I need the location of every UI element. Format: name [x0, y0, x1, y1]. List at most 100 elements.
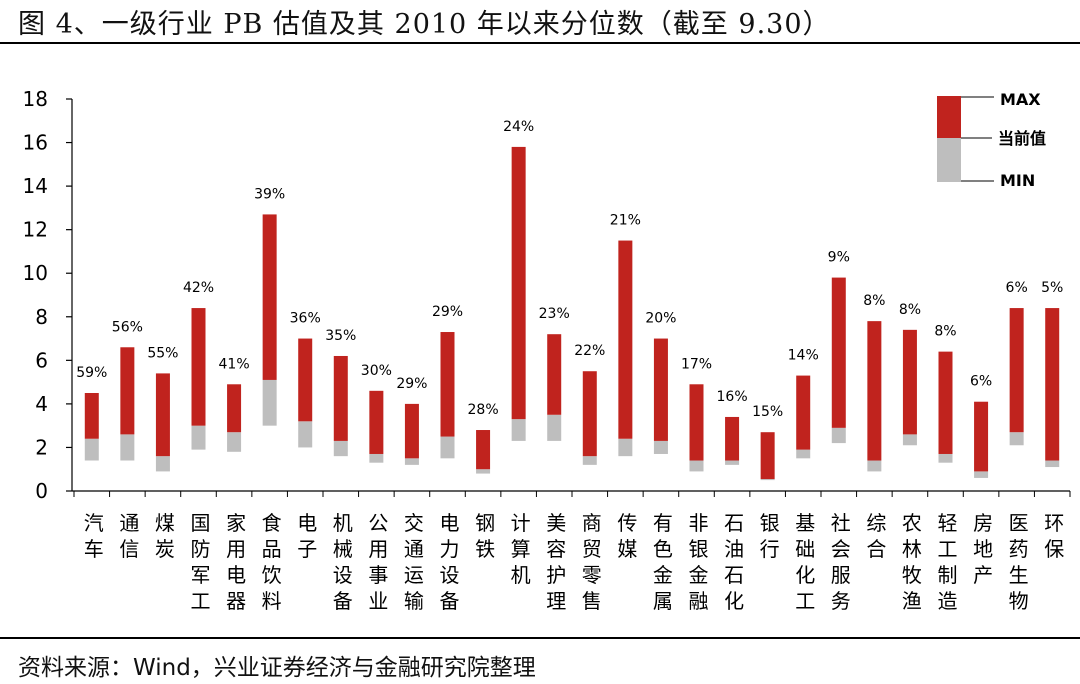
bar-above-current-6: [262, 214, 277, 380]
bar-above-current-18: [689, 384, 704, 461]
percentile-label-6: 39%: [254, 186, 285, 202]
bar-below-current-24: [902, 434, 917, 446]
percentile-label-3: 55%: [147, 345, 178, 361]
category-label-12: 钢铁: [475, 511, 495, 561]
bar-above-current-1: [84, 393, 99, 439]
percentile-label-21: 14%: [788, 348, 819, 364]
percentile-label-19: 16%: [717, 389, 748, 405]
percentile-label-22: 9%: [828, 250, 850, 266]
y-tick-label: 16: [23, 131, 48, 155]
y-tick-label: 14: [23, 174, 48, 198]
category-label-19: 石油石化: [724, 511, 744, 613]
percentile-label-12: 28%: [468, 402, 499, 418]
category-label-1: 汽车: [84, 511, 104, 561]
percentile-label-17: 20%: [645, 311, 676, 327]
y-tick-label: 4: [35, 392, 48, 416]
bar-above-current-12: [476, 430, 491, 470]
percentile-label-14: 23%: [539, 306, 570, 322]
bar-below-current-9: [369, 453, 384, 463]
percentile-label-5: 41%: [219, 356, 250, 372]
percentile-label-13: 24%: [503, 119, 534, 135]
bottom-rule: [0, 637, 1080, 639]
legend-label-min: MIN: [1000, 171, 1035, 190]
bar-above-current-14: [547, 334, 562, 415]
category-label-3: 煤炭: [155, 511, 175, 561]
legend-label-current: 当前值: [998, 129, 1046, 148]
category-label-26: 房地产: [973, 511, 993, 587]
bar-below-current-26: [974, 471, 989, 478]
y-tick-label: 6: [35, 348, 48, 372]
percentile-label-18: 17%: [681, 356, 712, 372]
y-tick-label: 18: [23, 87, 48, 111]
bar-above-current-25: [938, 351, 953, 454]
bar-above-current-13: [511, 146, 526, 420]
category-label-5: 家用电器: [226, 511, 246, 613]
category-label-23: 综合: [866, 511, 886, 561]
bar-below-current-23: [867, 460, 882, 472]
bar-above-current-16: [618, 240, 633, 439]
legend-swatch-below-current: [937, 138, 961, 182]
bar-below-current-13: [511, 419, 526, 441]
bar-above-current-23: [867, 321, 882, 461]
percentile-label-1: 59%: [76, 365, 107, 381]
bar-below-current-2: [120, 434, 135, 461]
top-rule: [0, 42, 1080, 44]
y-tick-label: 8: [35, 305, 48, 329]
category-label-20: 银行: [760, 511, 780, 561]
source-note: 资料来源：Wind，兴业证券经济与金融研究院整理: [18, 655, 536, 681]
bar-below-current-10: [404, 458, 419, 465]
bar-above-current-19: [725, 416, 740, 461]
bar-below-current-6: [262, 379, 277, 426]
bar-below-current-1: [84, 438, 99, 461]
percentile-label-11: 29%: [432, 304, 463, 320]
category-label-28: 环保: [1044, 511, 1064, 561]
percentile-label-24: 8%: [899, 302, 921, 318]
bar-below-current-8: [333, 440, 348, 457]
bar-above-current-9: [369, 390, 384, 454]
bar-above-current-2: [120, 347, 135, 435]
bar-below-current-5: [227, 432, 242, 452]
category-label-18: 非银金融: [689, 511, 709, 613]
percentile-label-15: 22%: [574, 343, 605, 359]
bar-below-current-14: [547, 414, 562, 441]
category-label-17: 有色金属: [653, 511, 673, 613]
bar-above-current-22: [831, 277, 846, 428]
percentile-label-23: 8%: [863, 293, 885, 309]
percentile-label-10: 29%: [396, 376, 427, 392]
chart-title: 图 4、一级行业 PB 估值及其 2010 年以来分位数（截至 9.30）: [18, 9, 831, 40]
y-tick-label: 10: [23, 261, 48, 285]
y-tick-label: 2: [35, 435, 48, 459]
category-label-6: 食品饮料: [262, 511, 282, 613]
pb-valuation-chart: 0 2 4 6 8 10 12 14 16 18 59% 汽车 56% 通信 55% 煤炭 42% 国防军工 41%…: [23, 87, 1071, 613]
bar-below-current-19: [725, 460, 740, 465]
category-label-25: 轻工制造: [938, 511, 958, 613]
category-label-14: 美容护理: [546, 511, 566, 613]
bar-above-current-10: [404, 403, 419, 459]
category-label-13: 计算机: [511, 511, 531, 587]
percentile-label-27: 6%: [1006, 280, 1028, 296]
percentile-label-28: 5%: [1041, 280, 1063, 296]
bar-above-current-27: [1009, 308, 1024, 433]
percentile-label-16: 21%: [610, 213, 641, 229]
bar-below-current-7: [298, 421, 313, 448]
bar-below-current-28: [1045, 460, 1060, 468]
category-label-2: 通信: [119, 511, 139, 561]
bar-above-current-26: [974, 401, 989, 472]
bar-below-current-4: [191, 425, 206, 450]
category-label-16: 传媒: [617, 511, 637, 561]
bar-below-current-16: [618, 438, 633, 457]
y-tick-label: 12: [23, 218, 48, 242]
legend-swatch-above-current: [937, 96, 961, 138]
bar-above-current-15: [582, 371, 597, 457]
category-label-24: 农林牧渔: [902, 511, 922, 613]
bar-below-current-15: [582, 456, 597, 465]
bar-above-current-28: [1045, 308, 1060, 461]
bar-above-current-17: [653, 338, 668, 441]
legend-label-max: MAX: [1000, 90, 1041, 109]
bar-above-current-4: [191, 308, 206, 426]
category-label-9: 公用事业: [368, 511, 388, 613]
category-label-21: 基础化工: [795, 511, 815, 613]
percentile-label-9: 30%: [361, 363, 392, 379]
percentile-label-20: 15%: [752, 404, 783, 420]
bar-below-current-12: [476, 469, 491, 474]
